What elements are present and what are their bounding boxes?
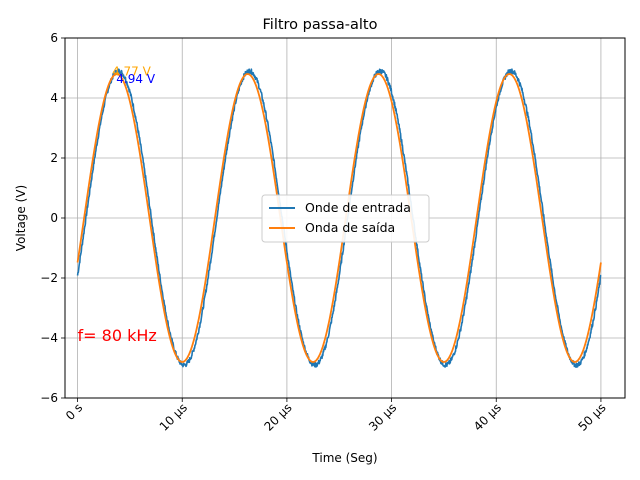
legend-box bbox=[261, 194, 430, 243]
y-axis-title: Voltage (V) bbox=[14, 185, 28, 251]
legend: Onde de entrada Onda de saída bbox=[261, 194, 430, 243]
y-tick-label: 6 bbox=[50, 31, 58, 45]
y-tick-label: −4 bbox=[40, 331, 58, 345]
plot-series bbox=[76, 68, 602, 368]
annotation-0: 4.77 V bbox=[112, 65, 152, 79]
chart-annotations: 4.77 V4.94 V f= 80 kHz bbox=[78, 65, 157, 346]
y-tick-label: 4 bbox=[50, 91, 58, 105]
y-axis-ticks: −6 −4 −2 0 2 4 6 bbox=[40, 31, 65, 405]
annotation-1: 4.94 V bbox=[116, 72, 156, 86]
annotation-2: f= 80 kHz bbox=[78, 326, 157, 345]
series-line-1 bbox=[76, 73, 602, 363]
y-tick-label: 0 bbox=[50, 211, 58, 225]
y-tick-label: −6 bbox=[40, 391, 58, 405]
legend-label-input: Onde de entrada bbox=[305, 200, 411, 215]
y-tick-label: −2 bbox=[40, 271, 58, 285]
y-tick-label: 2 bbox=[50, 151, 58, 165]
series-line-0 bbox=[76, 68, 602, 368]
x-axis-title: Time (Seg) bbox=[311, 451, 377, 465]
chart-title: Filtro passa-alto bbox=[263, 17, 378, 33]
legend-label-output: Onda de saída bbox=[305, 220, 395, 235]
